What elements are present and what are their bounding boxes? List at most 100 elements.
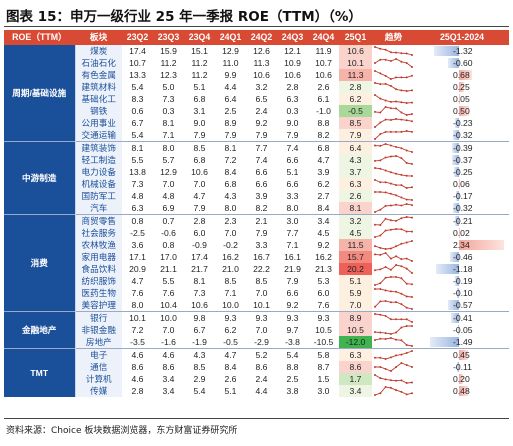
change-value: -0.21 <box>453 216 473 226</box>
roe-value-cell: 3.4 <box>162 374 175 384</box>
roe-value-cell: 8.1 <box>162 118 175 128</box>
roe-25q1-cell: 7.9 <box>339 129 372 142</box>
roe-value-cell: -1.6 <box>161 337 176 347</box>
roe-25q1-cell: 4.5 <box>339 227 372 239</box>
trend-point <box>395 338 398 341</box>
trend-point <box>384 169 387 172</box>
trend-sparkline-cell <box>372 361 415 373</box>
roe-value-cell: 7.0 <box>193 179 206 189</box>
industry-name: 煤炭 <box>74 45 122 57</box>
roe-value-cell: 8.3 <box>131 94 144 104</box>
trend-point <box>411 113 413 115</box>
roe-table: ROE（TTM） 板块 23Q2 23Q3 23Q4 24Q1 24Q2 24Q3 24Q4 25… <box>4 30 509 397</box>
trend-point <box>405 282 408 285</box>
trend-point <box>374 211 376 213</box>
roe-value-cell: 8.5 <box>184 141 215 154</box>
trend-point <box>374 331 376 334</box>
roe-value-cell: 16.2 <box>222 252 239 262</box>
industry-name: 传媒 <box>74 385 122 397</box>
table-row: 机械设备 7.3 7.0 7.0 6.8 6.6 6.6 6.2 6.3 0.06 <box>4 178 509 190</box>
roe-value-cell: 8.1 <box>215 141 246 154</box>
roe-value-cell: 5.2 <box>246 348 277 361</box>
change-value: -0.17 <box>453 191 473 201</box>
trend-point <box>374 70 376 72</box>
roe-value-cell: 12.3 <box>160 70 177 80</box>
trend-point <box>379 313 382 316</box>
trend-point <box>374 305 376 308</box>
roe-value-cell: 7.0 <box>162 325 175 335</box>
trend-sparkline <box>374 362 413 372</box>
trend-point <box>395 184 398 187</box>
trend-sparkline <box>374 118 413 128</box>
roe-value-cell: 10.7 <box>315 58 332 68</box>
trend-point <box>395 318 398 321</box>
roe-value-cell: 6.3 <box>286 94 299 104</box>
trend-point <box>411 54 413 56</box>
industry-name: 农林牧渔 <box>74 239 122 251</box>
trend-point <box>395 366 398 368</box>
roe-25q1-cell: 2.8 <box>339 81 372 93</box>
change-value: -0.32 <box>453 203 473 213</box>
roe-value-cell: 10.5 <box>315 325 332 335</box>
roe-value-cell: 2.9 <box>193 374 206 384</box>
trend-point <box>400 379 403 382</box>
roe-value-cell: 8.5 <box>224 276 237 286</box>
roe-value-cell: 6.6 <box>286 155 299 165</box>
trend-point <box>384 143 387 145</box>
trend-point <box>379 133 382 136</box>
group-label: 消费 <box>4 214 75 312</box>
trend-point <box>395 88 398 91</box>
change-bar <box>436 264 459 274</box>
roe-value-cell: -1.9 <box>192 337 207 347</box>
table-row: 周期/基础设施 煤炭 17.4 15.9 15.1 12.9 12.6 12.1 11.9 10.… <box>4 45 509 142</box>
roe-value-cell: 10.4 <box>160 300 177 310</box>
roe-value-cell: 2.3 <box>215 214 246 227</box>
roe-value-cell: -1.0 <box>316 106 331 116</box>
trend-point <box>389 356 392 359</box>
roe-25q1-cell: 1.7 <box>339 373 372 385</box>
trend-sparkline-cell <box>372 239 415 251</box>
roe-25q1-cell: 10.1 <box>339 57 372 69</box>
trend-point <box>400 196 403 199</box>
trend-point <box>389 386 392 389</box>
roe-value-cell: 9.7 <box>286 325 299 335</box>
trend-sparkline <box>374 46 413 56</box>
trend-point <box>379 97 382 100</box>
trend-point <box>384 338 387 340</box>
roe-value-cell: 7.9 <box>224 130 237 140</box>
trend-sparkline <box>374 70 413 80</box>
trend-point <box>374 191 376 193</box>
roe-value-cell: -0.2 <box>223 240 238 250</box>
trend-sparkline <box>374 143 413 153</box>
change-cell: 0.02 <box>415 227 509 239</box>
trend-point <box>379 121 382 124</box>
trend-point <box>389 192 392 195</box>
trend-sparkline-cell <box>372 178 415 190</box>
roe-value-cell: 8.1 <box>122 141 153 154</box>
trend-point <box>379 253 382 256</box>
trend-sparkline-cell <box>372 45 415 57</box>
roe-value-cell: 22.2 <box>253 264 270 274</box>
roe-value-cell: 7.1 <box>224 288 237 298</box>
trend-point <box>374 82 376 84</box>
roe-value-cell: 7.0 <box>224 228 237 238</box>
roe-25q1-cell: 5.1 <box>339 275 372 287</box>
trend-point <box>389 60 392 62</box>
trend-point <box>395 331 398 334</box>
table-row: 农林牧渔 3.6 0.8 -0.9 -0.2 3.3 7.1 9.2 11.5 2.34 <box>4 239 509 251</box>
trend-point <box>379 331 382 334</box>
trend-sparkline <box>374 179 413 189</box>
table-body: 周期/基础设施 煤炭 17.4 15.9 15.1 12.9 12.6 12.1 11.9 10.… <box>4 45 509 397</box>
trend-point <box>384 74 387 77</box>
roe-value-cell: 10.6 <box>253 70 270 80</box>
change-cell: -0.32 <box>415 202 509 215</box>
trend-point <box>379 181 382 184</box>
change-value: -0.25 <box>453 167 473 177</box>
trend-point <box>379 83 382 86</box>
industry-name: 电子 <box>74 348 122 361</box>
roe-value-cell: 8.6 <box>162 362 175 372</box>
roe-value-cell: 4.8 <box>131 191 144 201</box>
roe-25q1-cell: 6.3 <box>339 178 372 190</box>
trend-line <box>374 216 413 226</box>
trend-point <box>374 62 376 64</box>
